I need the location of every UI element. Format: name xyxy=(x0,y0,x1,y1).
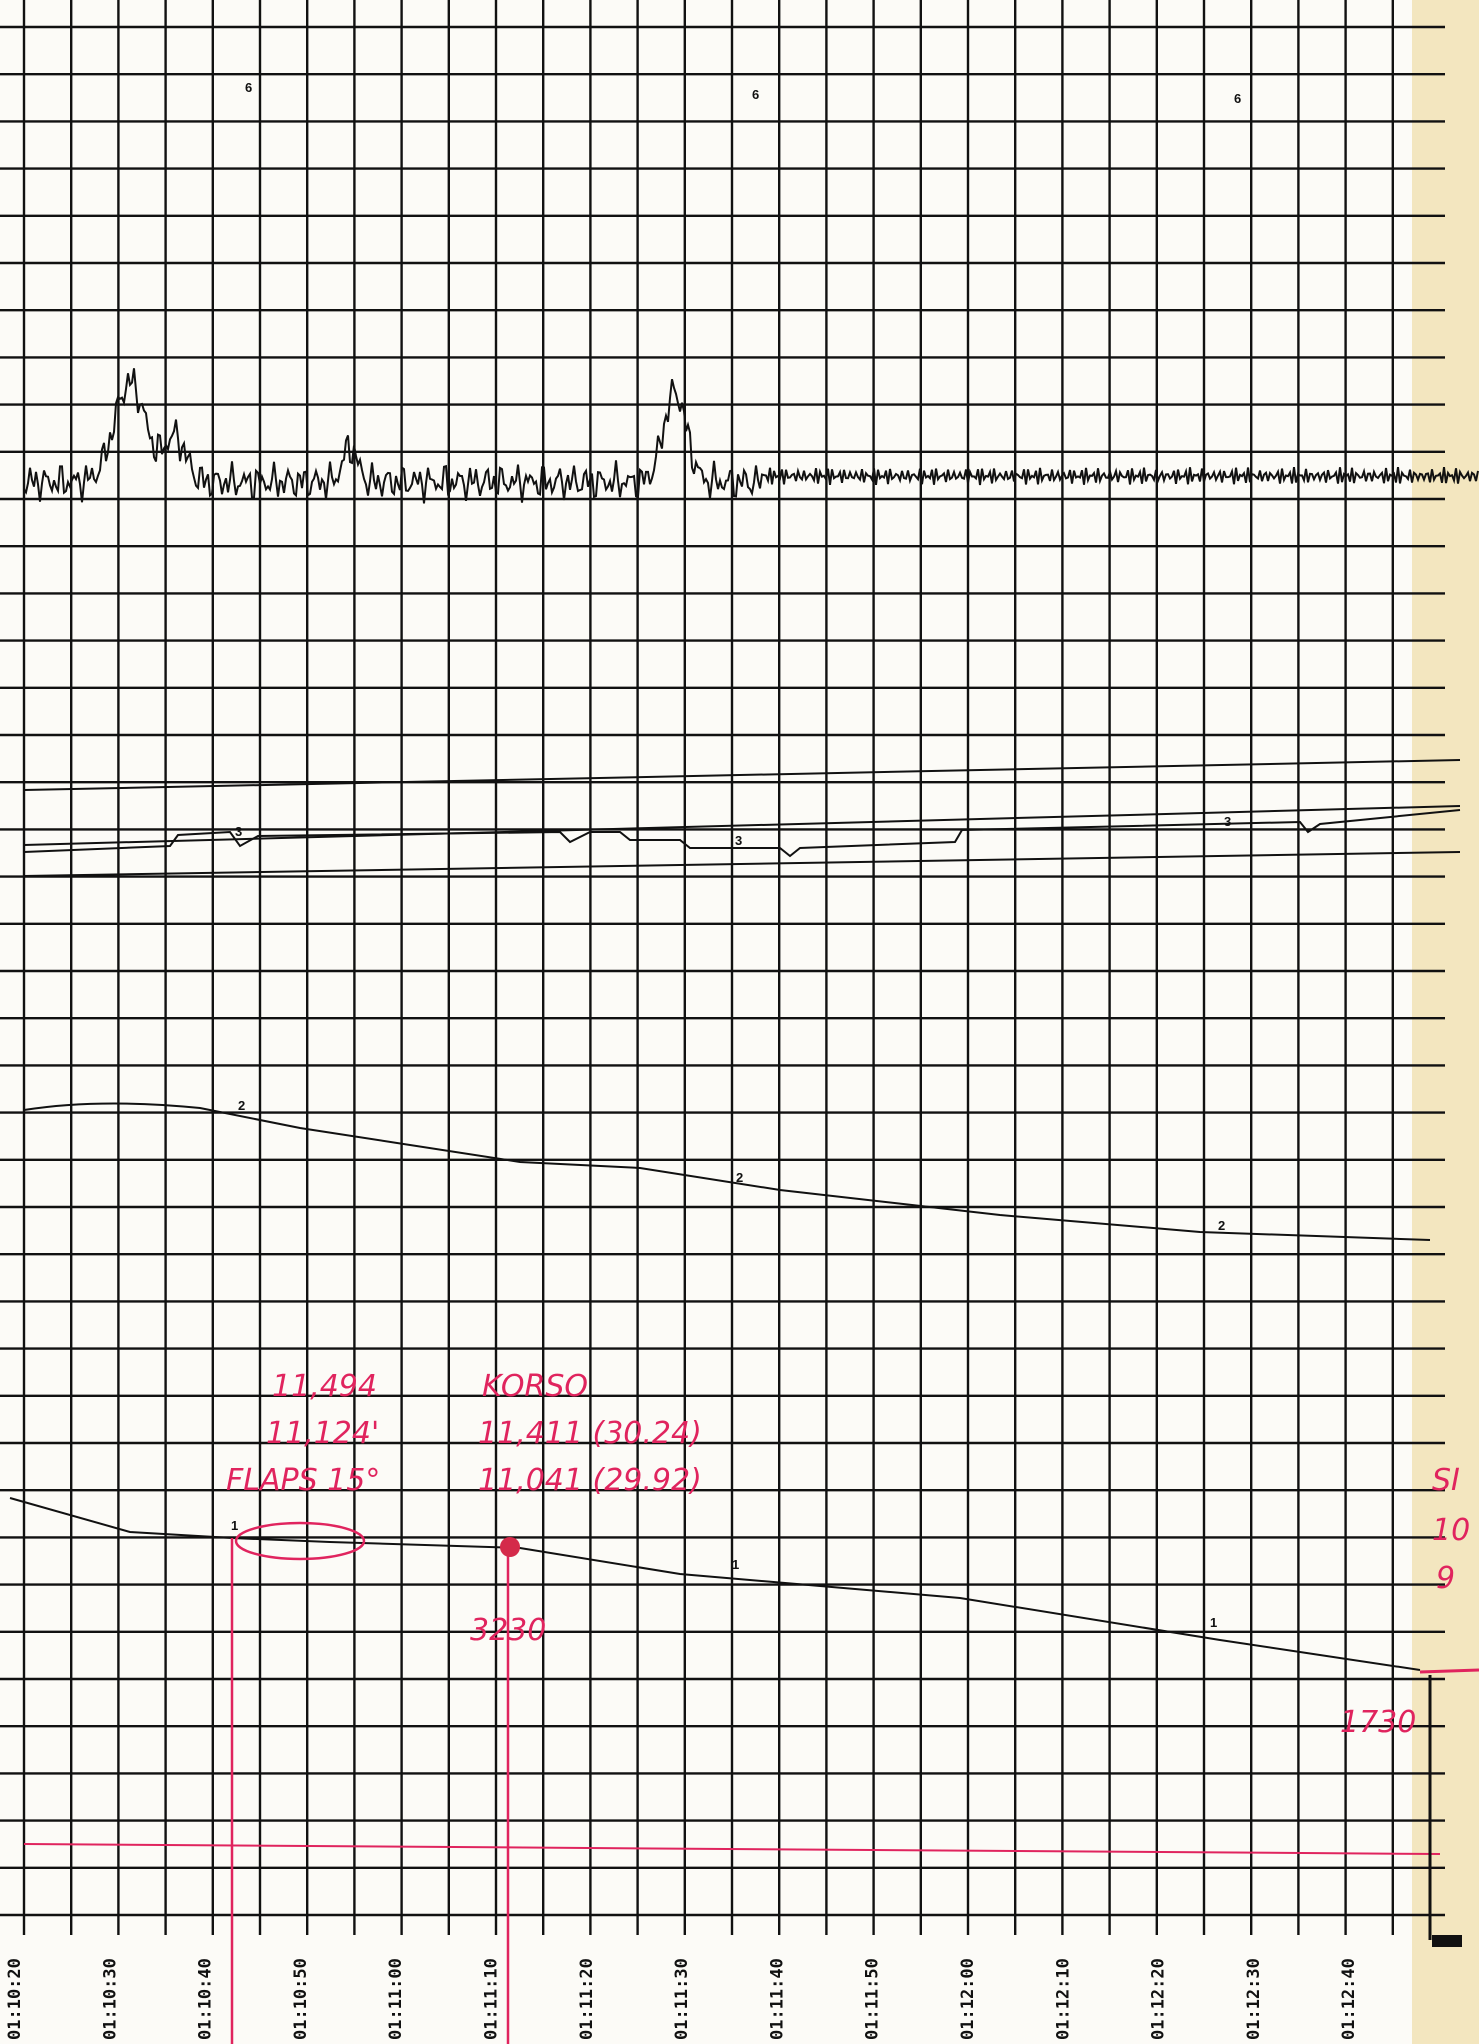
time-label: 01:11:00 xyxy=(386,1958,406,2040)
chart-sheet: 6 6 6 3 3 3 2 2 2 1 1 1 11,494 11,124' F… xyxy=(0,0,1479,2044)
marker-dot xyxy=(500,1537,520,1557)
time-label: 01:12:30 xyxy=(1244,1958,1264,2040)
time-label: 01:10:30 xyxy=(100,1958,120,2040)
time-label: 01:12:10 xyxy=(1053,1958,1073,2040)
time-label: 01:10:40 xyxy=(196,1958,216,2040)
time-label: 01:12:00 xyxy=(958,1958,978,2040)
trace-label: 6 xyxy=(245,80,252,95)
trace-label: 6 xyxy=(1234,91,1241,106)
annotation: 11,494 xyxy=(272,1369,377,1404)
time-label: 01:12:20 xyxy=(1149,1958,1169,2040)
time-label: 01:11:40 xyxy=(767,1958,787,2040)
trace-label: 6 xyxy=(752,87,759,102)
annotation: FLAPS 15° xyxy=(226,1463,380,1498)
time-label: 01:11:20 xyxy=(577,1958,597,2040)
time-label: 01:12:40 xyxy=(1339,1958,1359,2040)
annotation: SI xyxy=(1432,1463,1460,1498)
time-label: 01:10:50 xyxy=(291,1958,311,2040)
trace-label: 3 xyxy=(1224,814,1231,829)
page: 6 6 6 3 3 3 2 2 2 1 1 1 11,494 11,124' F… xyxy=(0,0,1479,2044)
time-label: 01:11:50 xyxy=(863,1958,883,2040)
annotation: 1730 xyxy=(1340,1705,1416,1740)
trace-label: 3 xyxy=(235,824,242,839)
time-label: 01:11:30 xyxy=(672,1958,692,2040)
annotation: 11,041 (29.92) xyxy=(478,1463,702,1498)
trace-label: 1 xyxy=(1210,1615,1217,1630)
trace-label: 1 xyxy=(732,1557,739,1572)
trace-label: 2 xyxy=(238,1098,245,1113)
annotation: 10 xyxy=(1432,1513,1470,1548)
trace-label: 3 xyxy=(735,833,742,848)
time-label: 01:10:20 xyxy=(5,1958,25,2040)
trace-label: 1 xyxy=(231,1518,238,1533)
annotation: 3230 xyxy=(470,1613,546,1648)
marker-line xyxy=(1420,1670,1479,1672)
annotation: 11,411 (30.24) xyxy=(478,1416,702,1451)
time-axis: 01:10:20 01:10:30 01:10:40 01:10:50 01:11:00… xyxy=(5,1958,1359,2040)
edge-block xyxy=(1432,1935,1462,1947)
time-label: 01:11:10 xyxy=(482,1958,502,2040)
annotation: 11,124' xyxy=(266,1416,379,1451)
annotation: 9 xyxy=(1436,1561,1455,1596)
trace-label: 2 xyxy=(1218,1218,1225,1233)
paper xyxy=(0,0,1479,2044)
trace-label: 2 xyxy=(736,1170,743,1185)
paper-edge xyxy=(1412,0,1479,2044)
annotation: KORSO xyxy=(482,1369,588,1404)
